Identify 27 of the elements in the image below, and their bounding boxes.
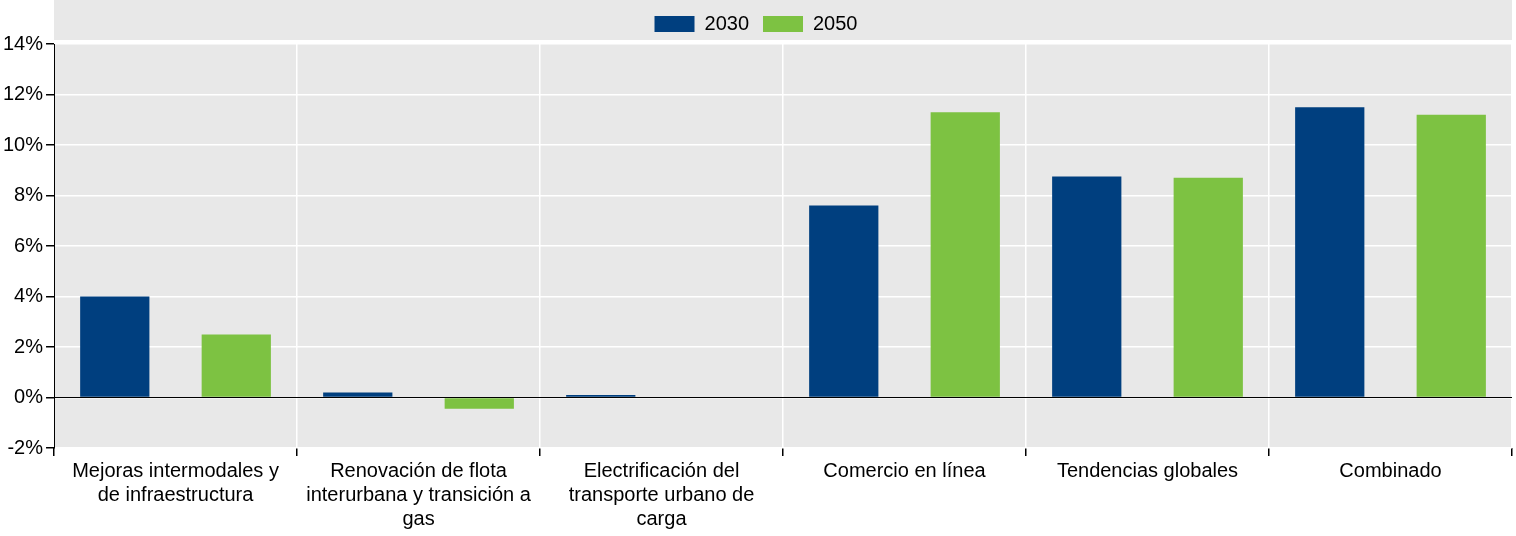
y-tick-label: 0% [14,385,44,408]
y-tick-label: 2% [14,334,44,357]
bar [1052,176,1122,397]
y-tick-label: 10% [3,132,44,155]
y-tick-label: 8% [14,183,44,206]
y-tick-label: 12% [3,82,44,105]
x-tick-label: Electrificación del transporte urbano de carga [568,458,755,529]
bar [201,334,271,397]
x-tick-label: Combinado [1339,458,1442,481]
bar [323,392,393,397]
x-tick-label: Comercio en línea [823,458,987,481]
y-tick-label: 4% [14,284,44,307]
y-tick-label: -2% [7,435,44,458]
x-tick-label: Tendencias globales [1056,458,1239,481]
x-tick-label: Mejoras intermodales y de infraestructura [72,458,279,505]
bar [444,398,514,409]
bar [1416,114,1486,397]
y-tick-label: 6% [14,233,44,256]
x-tick-label: Renovación de flota interurbana y transición a gas [306,458,532,529]
legend-label: 2030 [704,11,750,34]
bar [80,296,150,397]
bar [930,112,1000,397]
bar [809,205,879,397]
bar [1295,107,1365,397]
bar [1173,177,1243,397]
y-tick-label: 14% [3,31,44,54]
legend-label: 2050 [813,11,858,34]
